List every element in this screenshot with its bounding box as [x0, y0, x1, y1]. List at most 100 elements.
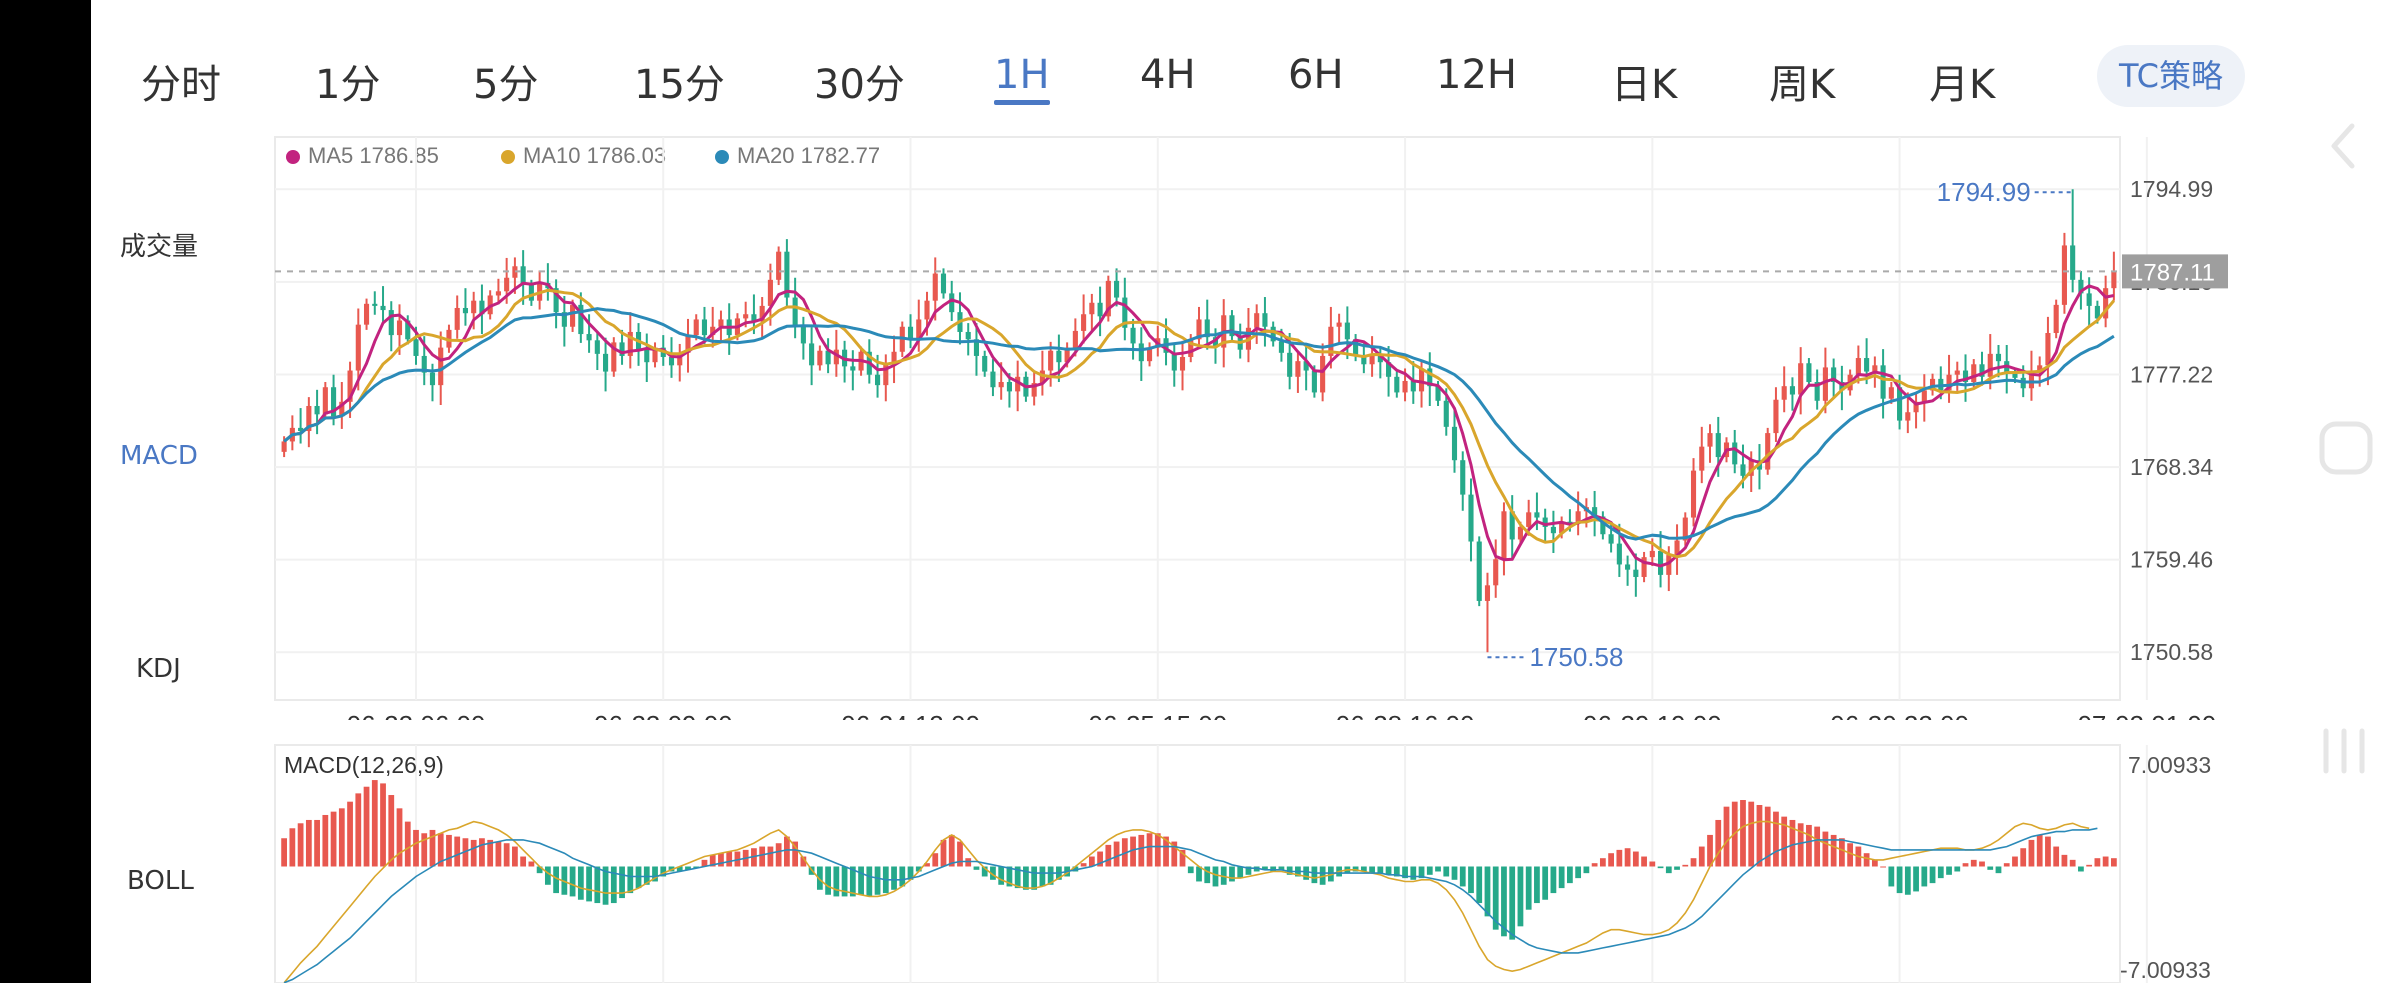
- macd-chart[interactable]: MACD(12,26,9) 7.00933 -7.00933: [0, 740, 2400, 983]
- macd-histogram-bar: [899, 866, 906, 887]
- back-arrow-icon[interactable]: [2331, 123, 2355, 169]
- macd-histogram-bar: [1385, 866, 1392, 875]
- legend-ma20: MA20 1782.77: [715, 143, 880, 169]
- macd-histogram-bar: [1871, 859, 1878, 867]
- indicator-volume[interactable]: 成交量: [120, 232, 199, 262]
- candle-body: [1814, 382, 1820, 401]
- candle-body: [355, 324, 361, 371]
- candle-body: [1682, 517, 1688, 541]
- candle-body: [924, 300, 930, 320]
- macd-histogram-bar: [446, 834, 452, 867]
- macd-histogram-bar: [1929, 866, 1936, 884]
- candle-body: [1336, 322, 1342, 327]
- candle-body: [1987, 353, 1993, 377]
- candle-body: [1929, 378, 1936, 391]
- min-price-label: 1750.58: [1529, 642, 1623, 672]
- macd-histogram-bar: [1946, 866, 1952, 875]
- legend-ma10: MA10 1786.03: [501, 143, 666, 169]
- tab-15min[interactable]: 15分: [634, 62, 725, 108]
- macd-histogram-bar: [577, 866, 584, 900]
- candle-body: [388, 310, 394, 336]
- macd-histogram-bar: [1896, 866, 1903, 894]
- tab-1h[interactable]: 1H: [994, 52, 1050, 98]
- macd-histogram-bar: [1286, 866, 1293, 875]
- macd-histogram-bar: [1558, 866, 1565, 889]
- candle-body: [2086, 293, 2092, 306]
- candle-body: [1715, 433, 1721, 458]
- candle-body: [701, 319, 708, 336]
- macd-histogram-bar: [1632, 851, 1639, 867]
- macd-histogram-bar: [553, 866, 559, 894]
- macd-histogram-bar: [1715, 819, 1722, 867]
- macd-histogram-bar: [1698, 846, 1705, 867]
- macd-histogram-bar: [718, 853, 724, 867]
- macd-histogram-bar: [2086, 864, 2093, 867]
- macd-histogram-bar: [1863, 853, 1870, 867]
- home-icon[interactable]: [2319, 421, 2373, 475]
- recent-apps-icon[interactable]: [2323, 728, 2365, 774]
- tab-daily[interactable]: 日K: [1611, 62, 1678, 108]
- candle-body: [429, 372, 436, 386]
- macd-histogram-bar: [1039, 866, 1046, 887]
- candle-body: [1979, 364, 1985, 377]
- macd-histogram-bar: [1278, 866, 1285, 870]
- candle-body: [2045, 333, 2051, 366]
- macd-histogram-bar: [734, 851, 741, 867]
- macd-max-tick: 7.00933: [2128, 752, 2211, 778]
- macd-histogram-bar: [610, 866, 617, 904]
- candle-body: [875, 374, 881, 386]
- macd-histogram-bar: [1171, 841, 1178, 867]
- time-tick-label: 06-25 15:00: [1088, 710, 1227, 720]
- price-tick-label: 1768.34: [2130, 454, 2213, 480]
- price-tick-label: 1750.58: [2130, 639, 2213, 665]
- candle-body: [1608, 534, 1614, 544]
- candle-body: [751, 314, 757, 322]
- tab-monthly[interactable]: 月K: [1929, 62, 1996, 108]
- candle-body: [1600, 516, 1606, 535]
- macd-histogram-bar: [586, 866, 592, 902]
- macd-histogram-bar: [1591, 863, 1598, 867]
- indicator-macd[interactable]: MACD: [120, 441, 198, 471]
- tab-30min[interactable]: 30分: [814, 62, 905, 108]
- candle-body: [1954, 370, 1960, 375]
- macd-histogram-bar: [792, 841, 799, 867]
- tc-strategy-button[interactable]: TC策略: [2097, 45, 2245, 107]
- tab-timeline[interactable]: 分时: [141, 62, 221, 108]
- last-price-tag: [2122, 254, 2228, 289]
- macd-histogram-bar: [396, 808, 403, 867]
- macd-histogram-bar: [907, 866, 914, 880]
- macd-histogram-bar: [652, 866, 658, 882]
- time-tick-label: 07-02 01:00: [2077, 710, 2216, 720]
- indicator-boll[interactable]: BOLL: [127, 866, 194, 896]
- price-chart[interactable]: 1794.991786.101777.221768.341759.461750.…: [0, 0, 2400, 720]
- macd-histogram-bar: [512, 846, 518, 867]
- candle-body: [561, 312, 567, 327]
- candle-body: [1962, 370, 1969, 383]
- tab-6h[interactable]: 6H: [1288, 52, 1344, 98]
- tab-1min[interactable]: 1分: [315, 62, 381, 108]
- macd-histogram-bar: [2003, 863, 2010, 867]
- candle-body: [1377, 355, 1383, 363]
- candle-body: [982, 355, 988, 372]
- macd-histogram-bar: [371, 780, 378, 867]
- macd-histogram-bar: [1088, 856, 1095, 867]
- tab-weekly[interactable]: 周K: [1769, 62, 1836, 108]
- candle-body: [809, 343, 815, 366]
- indicator-kdj[interactable]: KDJ: [136, 654, 181, 684]
- macd-histogram-bar: [289, 828, 296, 867]
- macd-histogram-bar: [635, 866, 642, 889]
- macd-histogram-bar: [1097, 851, 1103, 867]
- macd-histogram-bar: [1220, 866, 1227, 885]
- macd-histogram-bar: [503, 843, 510, 867]
- tab-4h[interactable]: 4H: [1140, 52, 1196, 98]
- tab-5min[interactable]: 5分: [473, 62, 539, 108]
- macd-histogram-bar: [1105, 844, 1112, 867]
- candle-body: [1138, 343, 1144, 362]
- candle-body: [1971, 364, 1977, 383]
- macd-histogram-bar: [1954, 866, 1961, 872]
- macd-histogram-bar: [1830, 834, 1837, 867]
- macd-histogram-bar: [462, 838, 469, 867]
- candle-body: [2111, 271, 2117, 289]
- candle-body: [1798, 363, 1804, 395]
- tab-12h[interactable]: 12H: [1436, 52, 1517, 98]
